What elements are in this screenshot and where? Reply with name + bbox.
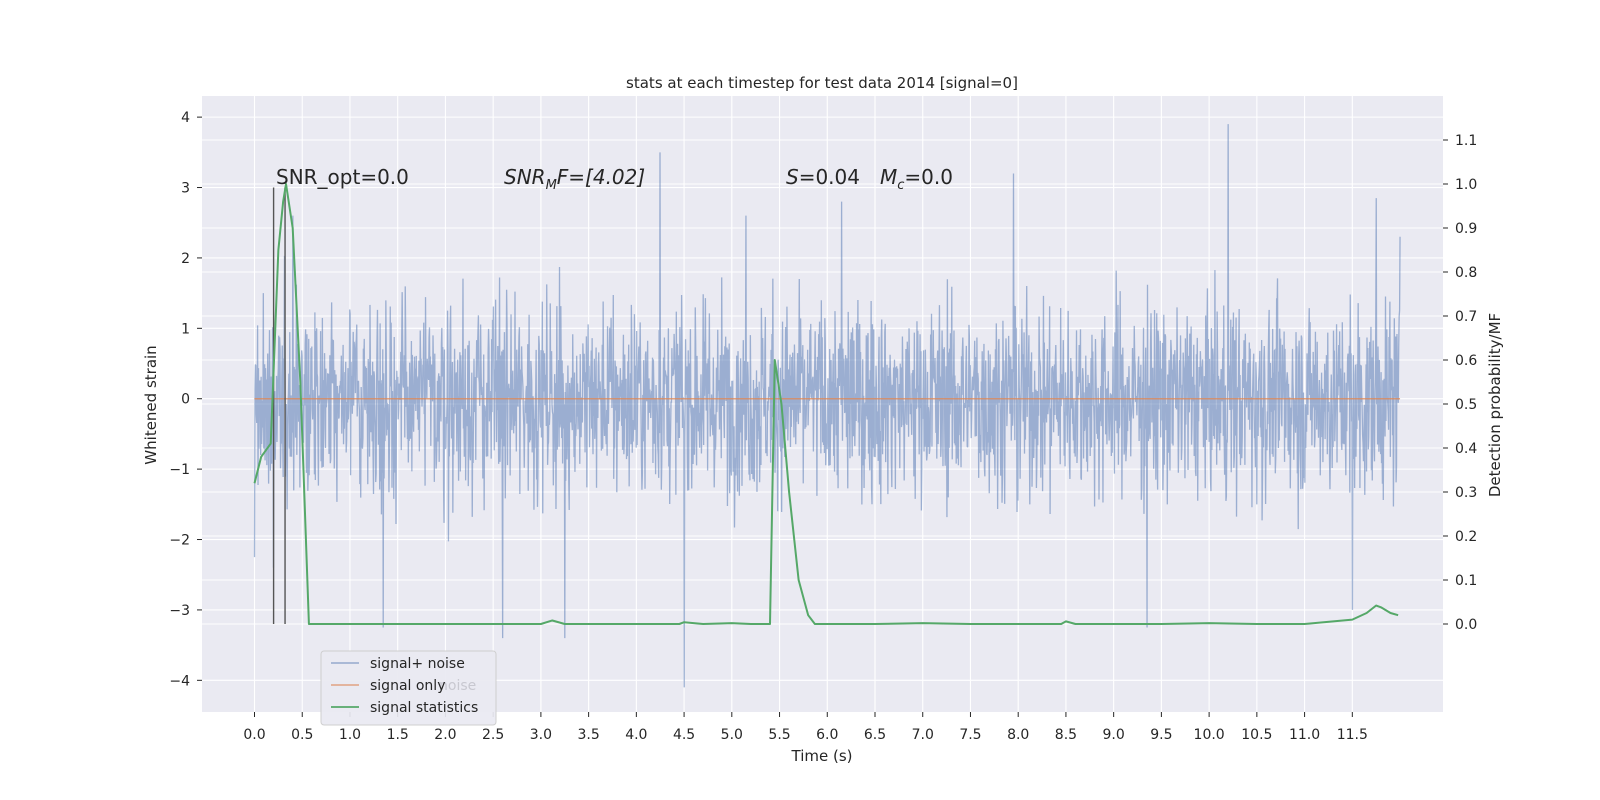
x-tick-label: 7.5 (959, 727, 981, 743)
annotation-mc-main: M (880, 165, 897, 189)
x-tick-label: 3.5 (577, 727, 599, 743)
x-tick-label: 5.5 (768, 727, 790, 743)
x-tick-label: 0.5 (291, 727, 313, 743)
x-tick-label: 4.5 (673, 727, 695, 743)
y-left-tick-label: 0 (181, 392, 190, 408)
x-tick-label: 4.0 (625, 727, 647, 743)
y-right-tick-label: 1.0 (1455, 177, 1477, 193)
legend-label-signal-only: signal only (370, 678, 445, 694)
x-tick-label: 9.5 (1150, 727, 1172, 743)
x-tick-label: 2.0 (434, 727, 456, 743)
y-right-tick-label: 0.9 (1455, 221, 1477, 237)
x-tick-label: 1.5 (387, 727, 409, 743)
annotation-snr-mf: SNRMF=[4.02] (504, 165, 645, 193)
x-tick-label: 9.0 (1103, 727, 1125, 743)
y-left-tick-label: 3 (181, 181, 190, 197)
annotation-s: S=0.04 (786, 165, 860, 189)
y-left-tick-label: −2 (169, 533, 190, 549)
annotations: SNR_opt=0.0 SNRMF=[4.02] S=0.04 Mc=0.0 (276, 165, 953, 193)
x-tick-label: 8.5 (1055, 727, 1077, 743)
legend-label-signal-statistics: signal statistics (370, 700, 478, 716)
annotation-mc-value: =0.0 (904, 165, 953, 189)
chart-title: stats at each timestep for test data 201… (626, 74, 1018, 92)
grid (202, 96, 1443, 712)
annotation-snr-mf-rest: F=[4.02] (557, 165, 645, 189)
series-signal-statistics (253, 183, 1399, 625)
x-tick-label: 5.0 (721, 727, 743, 743)
x-axis: 0.0 0.5 1.0 1.5 2.0 2.5 3.0 3.5 4.0 4.5 5.0 5.5 6.0 6… (243, 712, 1368, 743)
x-tick-label: 10.5 (1241, 727, 1272, 743)
x-tick-label: 2.5 (482, 727, 504, 743)
annotation-snr-mf-main: SNR (504, 165, 546, 189)
x-tick-label: 8.0 (1007, 727, 1029, 743)
legend-box (320, 650, 497, 726)
y-right-tick-label: 0.1 (1455, 573, 1477, 589)
x-tick-label: 10.0 (1194, 727, 1225, 743)
y-left-tick-label: −1 (169, 462, 190, 478)
x-tick-label: 6.5 (864, 727, 886, 743)
y-right-tick-label: 0.4 (1455, 441, 1477, 457)
y-right-tick-label: 0.0 (1455, 617, 1477, 633)
y-left-tick-label: 4 (181, 110, 190, 126)
x-tick-label: 11.0 (1289, 727, 1320, 743)
y-right-tick-label: 0.8 (1455, 265, 1477, 281)
annotation-snr-opt: SNR_opt=0.0 (276, 165, 409, 189)
x-tick-label: 6.0 (816, 727, 838, 743)
y-axis-left-label: Whitened strain (142, 345, 160, 464)
x-tick-label: 0.0 (243, 727, 265, 743)
annotation-mc: Mc=0.0 (880, 165, 953, 193)
annotation-mc-sub: c (897, 178, 904, 193)
y-left-tick-label: 1 (181, 321, 190, 337)
y-right-tick-label: 0.6 (1455, 353, 1477, 369)
y-right-tick-label: 1.1 (1455, 133, 1477, 149)
y-left-tick-label: −3 (169, 603, 190, 619)
legend: noise signal+ noise signal only signal s… (320, 650, 497, 726)
signal-noise-line (253, 124, 1401, 688)
x-axis-label: Time (s) (791, 747, 853, 765)
y-axis-right-label: Detection probability/MF (1486, 313, 1504, 497)
y-axis-right: 0.0 0.1 0.2 0.3 0.4 0.5 0.6 0.7 0.8 0.9 1.0 1.1 (1443, 133, 1477, 633)
vertical-markers (272, 187, 286, 624)
y-left-tick-label: −4 (169, 673, 190, 689)
y-axis-left: −4 −3 −2 −1 0 1 2 3 4 (169, 110, 202, 689)
annotation-snr-mf-sub: M (546, 178, 557, 193)
y-right-tick-label: 0.3 (1455, 485, 1477, 501)
series-signal-noise (253, 124, 1401, 688)
legend-label-signal-noise: signal+ noise (370, 656, 465, 672)
legend-overlapped-text: noise (439, 678, 476, 694)
y-right-tick-label: 0.7 (1455, 309, 1477, 325)
y-left-tick-label: 2 (181, 251, 190, 267)
annotation-s-label: S (786, 165, 799, 189)
x-tick-label: 7.0 (912, 727, 934, 743)
y-right-tick-label: 0.2 (1455, 529, 1477, 545)
y-right-tick-label: 0.5 (1455, 397, 1477, 413)
annotation-s-value: =0.04 (799, 165, 860, 189)
x-tick-label: 3.0 (530, 727, 552, 743)
x-tick-label: 1.0 (339, 727, 361, 743)
x-tick-label: 11.5 (1337, 727, 1368, 743)
